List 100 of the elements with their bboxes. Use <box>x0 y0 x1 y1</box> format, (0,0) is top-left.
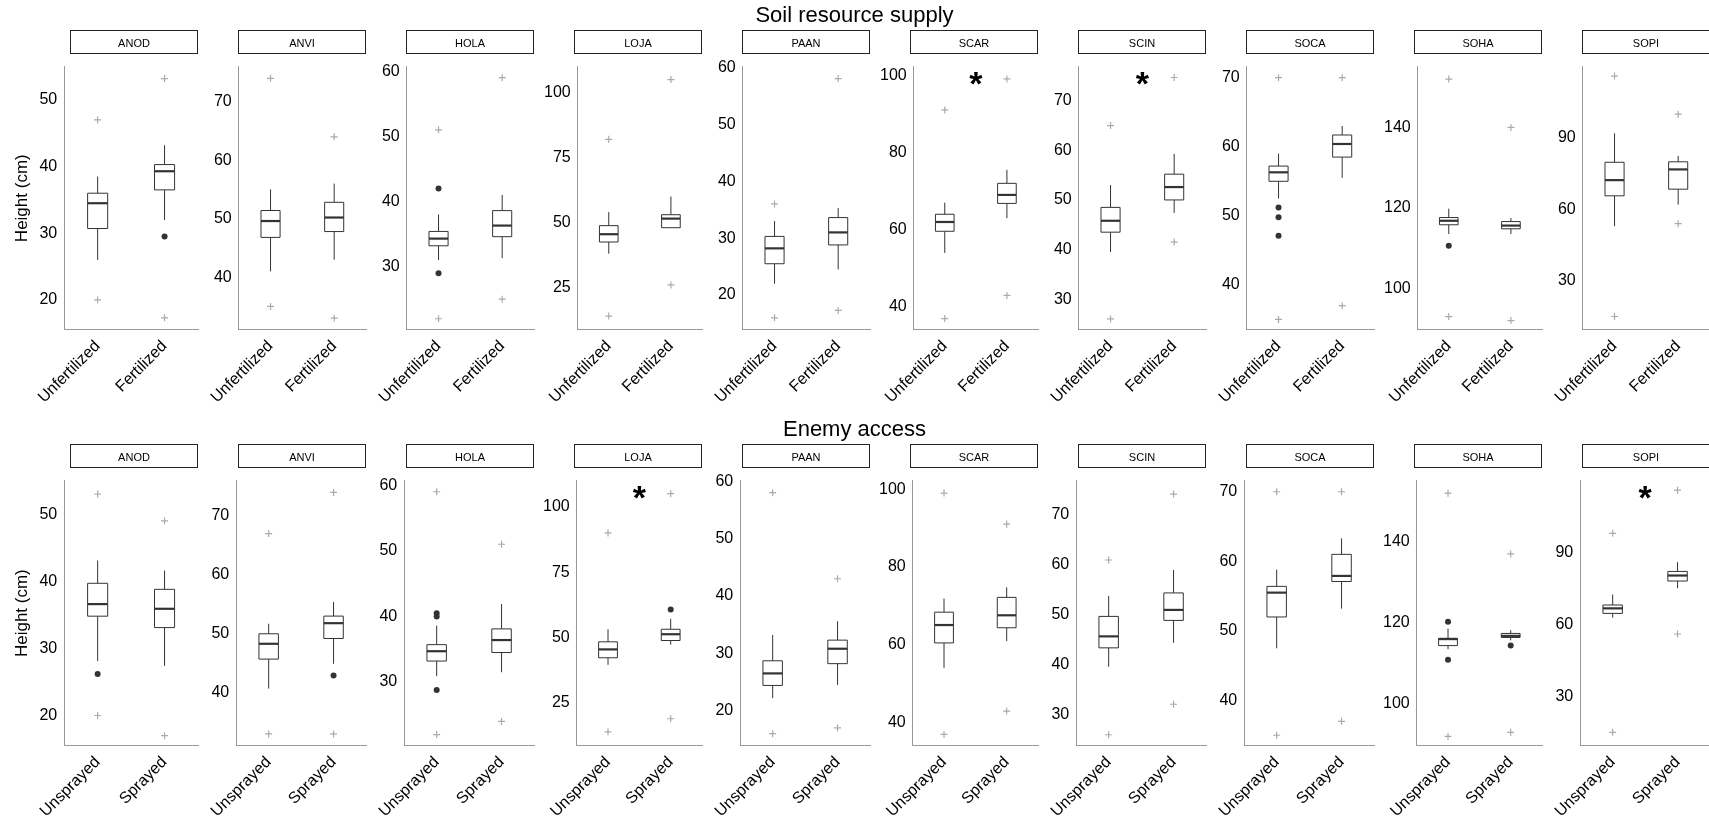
annotation: * <box>632 477 647 516</box>
y-tick-label: 40 <box>1221 275 1240 293</box>
y-tick-label: 70 <box>213 92 232 110</box>
y-tick-label: 100 <box>1383 278 1411 296</box>
y-tick-label: 50 <box>379 541 398 559</box>
y-tick-label: 40 <box>39 571 58 589</box>
annotation: * <box>1135 63 1150 102</box>
y-tick-label: 70 <box>1051 505 1070 523</box>
y-tick-label: 120 <box>1382 613 1410 631</box>
y-tick-label: 30 <box>717 228 736 246</box>
y-tick-label: 40 <box>379 606 398 624</box>
y-tick-label: 40 <box>39 156 58 174</box>
chart-title: SOHA <box>1414 444 1542 468</box>
y-tick-label: 50 <box>1053 190 1072 208</box>
y-tick-label: 80 <box>888 142 907 160</box>
y-tick-label: 20 <box>39 705 58 723</box>
y-tick-label: 50 <box>381 126 400 144</box>
chart-title: ANOD <box>70 444 198 468</box>
y-tick-label: 30 <box>39 638 58 656</box>
y-tick-label: 60 <box>1053 140 1072 158</box>
y-tick-label: 70 <box>211 506 230 524</box>
y-tick-label: 30 <box>1557 271 1576 289</box>
y-tick-label: 60 <box>717 57 736 75</box>
y-tick-label: 40 <box>1219 690 1238 708</box>
y-tick-label: 60 <box>213 150 232 168</box>
y-tick-label: 40 <box>715 586 734 604</box>
chart-title: HOLA <box>406 30 534 54</box>
y-tick-label: 50 <box>39 504 58 522</box>
y-tick-label: 40 <box>1053 239 1072 257</box>
y-tick-label: 50 <box>1219 621 1238 639</box>
y-tick-label: 20 <box>717 285 736 303</box>
annotation: * <box>1638 477 1653 516</box>
y-tick-label: 50 <box>552 212 571 230</box>
y-tick-label: 80 <box>887 557 906 575</box>
y-tick-label: 60 <box>888 220 907 238</box>
chart-title: SCIN <box>1078 30 1206 54</box>
y-tick-label: 40 <box>381 191 400 209</box>
y-tick-label: 140 <box>1383 117 1411 135</box>
y-tick-label: 60 <box>715 471 734 489</box>
y-tick-label: 40 <box>888 297 907 315</box>
y-tick-label: 75 <box>551 562 570 580</box>
y-tick-label: 60 <box>1051 555 1070 573</box>
y-tick-label: 40 <box>213 267 232 285</box>
chart-title: SOHA <box>1414 30 1542 54</box>
y-tick-label: 30 <box>381 257 400 275</box>
text: Soil resource supply <box>754 1 955 29</box>
y-axis-title: Height (cm) <box>11 154 31 243</box>
y-tick-label: 60 <box>1221 137 1240 155</box>
y-tick-label: 40 <box>717 171 736 189</box>
chart-title: ANVI <box>238 444 366 468</box>
y-tick-label: 100 <box>1382 694 1410 712</box>
chart-title: SCAR <box>910 444 1038 468</box>
y-tick-label: 25 <box>552 277 571 295</box>
y-tick-label: 140 <box>1382 532 1410 550</box>
y-tick-label: 60 <box>1557 199 1576 217</box>
y-tick-label: 30 <box>39 223 58 241</box>
y-tick-label: 20 <box>39 290 58 308</box>
y-tick-label: 50 <box>717 114 736 132</box>
y-tick-label: 60 <box>887 635 906 653</box>
y-tick-label: 40 <box>887 713 906 731</box>
y-tick-label: 20 <box>715 701 734 719</box>
y-tick-label: 30 <box>1555 686 1574 704</box>
y-tick-label: 50 <box>1221 206 1240 224</box>
y-tick-label: 75 <box>552 147 571 165</box>
y-tick-label: 60 <box>381 61 400 79</box>
y-tick-label: 120 <box>1383 198 1411 216</box>
y-axis-title: Height (cm) <box>11 569 31 658</box>
y-tick-label: 30 <box>379 672 398 690</box>
y-tick-label: 60 <box>211 565 230 583</box>
y-tick-label: 70 <box>1053 91 1072 109</box>
y-tick-label: 100 <box>879 65 907 83</box>
y-tick-label: 100 <box>543 82 571 100</box>
y-tick-label: 90 <box>1555 542 1574 560</box>
chart-title: SOCA <box>1246 444 1374 468</box>
chart-title: SCIN <box>1078 444 1206 468</box>
y-tick-label: 30 <box>1051 705 1070 723</box>
chart-title: LOJA <box>574 444 702 468</box>
chart-title: PAAN <box>742 444 870 468</box>
y-tick-label: 60 <box>379 475 398 493</box>
y-tick-label: 40 <box>1051 655 1070 673</box>
y-tick-label: 60 <box>1555 614 1574 632</box>
chart-title: HOLA <box>406 444 534 468</box>
y-tick-label: 50 <box>211 624 230 642</box>
y-tick-label: 30 <box>1053 289 1072 307</box>
y-tick-label: 70 <box>1219 482 1238 500</box>
chart-title: PAAN <box>742 30 870 54</box>
y-tick-label: 60 <box>1219 551 1238 569</box>
y-tick-label: 30 <box>715 643 734 661</box>
chart-title: SOPI <box>1582 444 1709 468</box>
chart-title: SOCA <box>1246 30 1374 54</box>
y-tick-label: 50 <box>715 528 734 546</box>
annotation: * <box>969 63 984 102</box>
y-tick-label: 40 <box>211 683 230 701</box>
y-tick-label: 50 <box>551 628 570 646</box>
y-tick-label: 100 <box>542 497 570 515</box>
text: Enemy access <box>781 415 928 443</box>
y-tick-label: 25 <box>551 693 570 711</box>
y-tick-label: 70 <box>1221 68 1240 86</box>
chart-title: ANOD <box>70 30 198 54</box>
y-tick-label: 90 <box>1557 128 1576 146</box>
